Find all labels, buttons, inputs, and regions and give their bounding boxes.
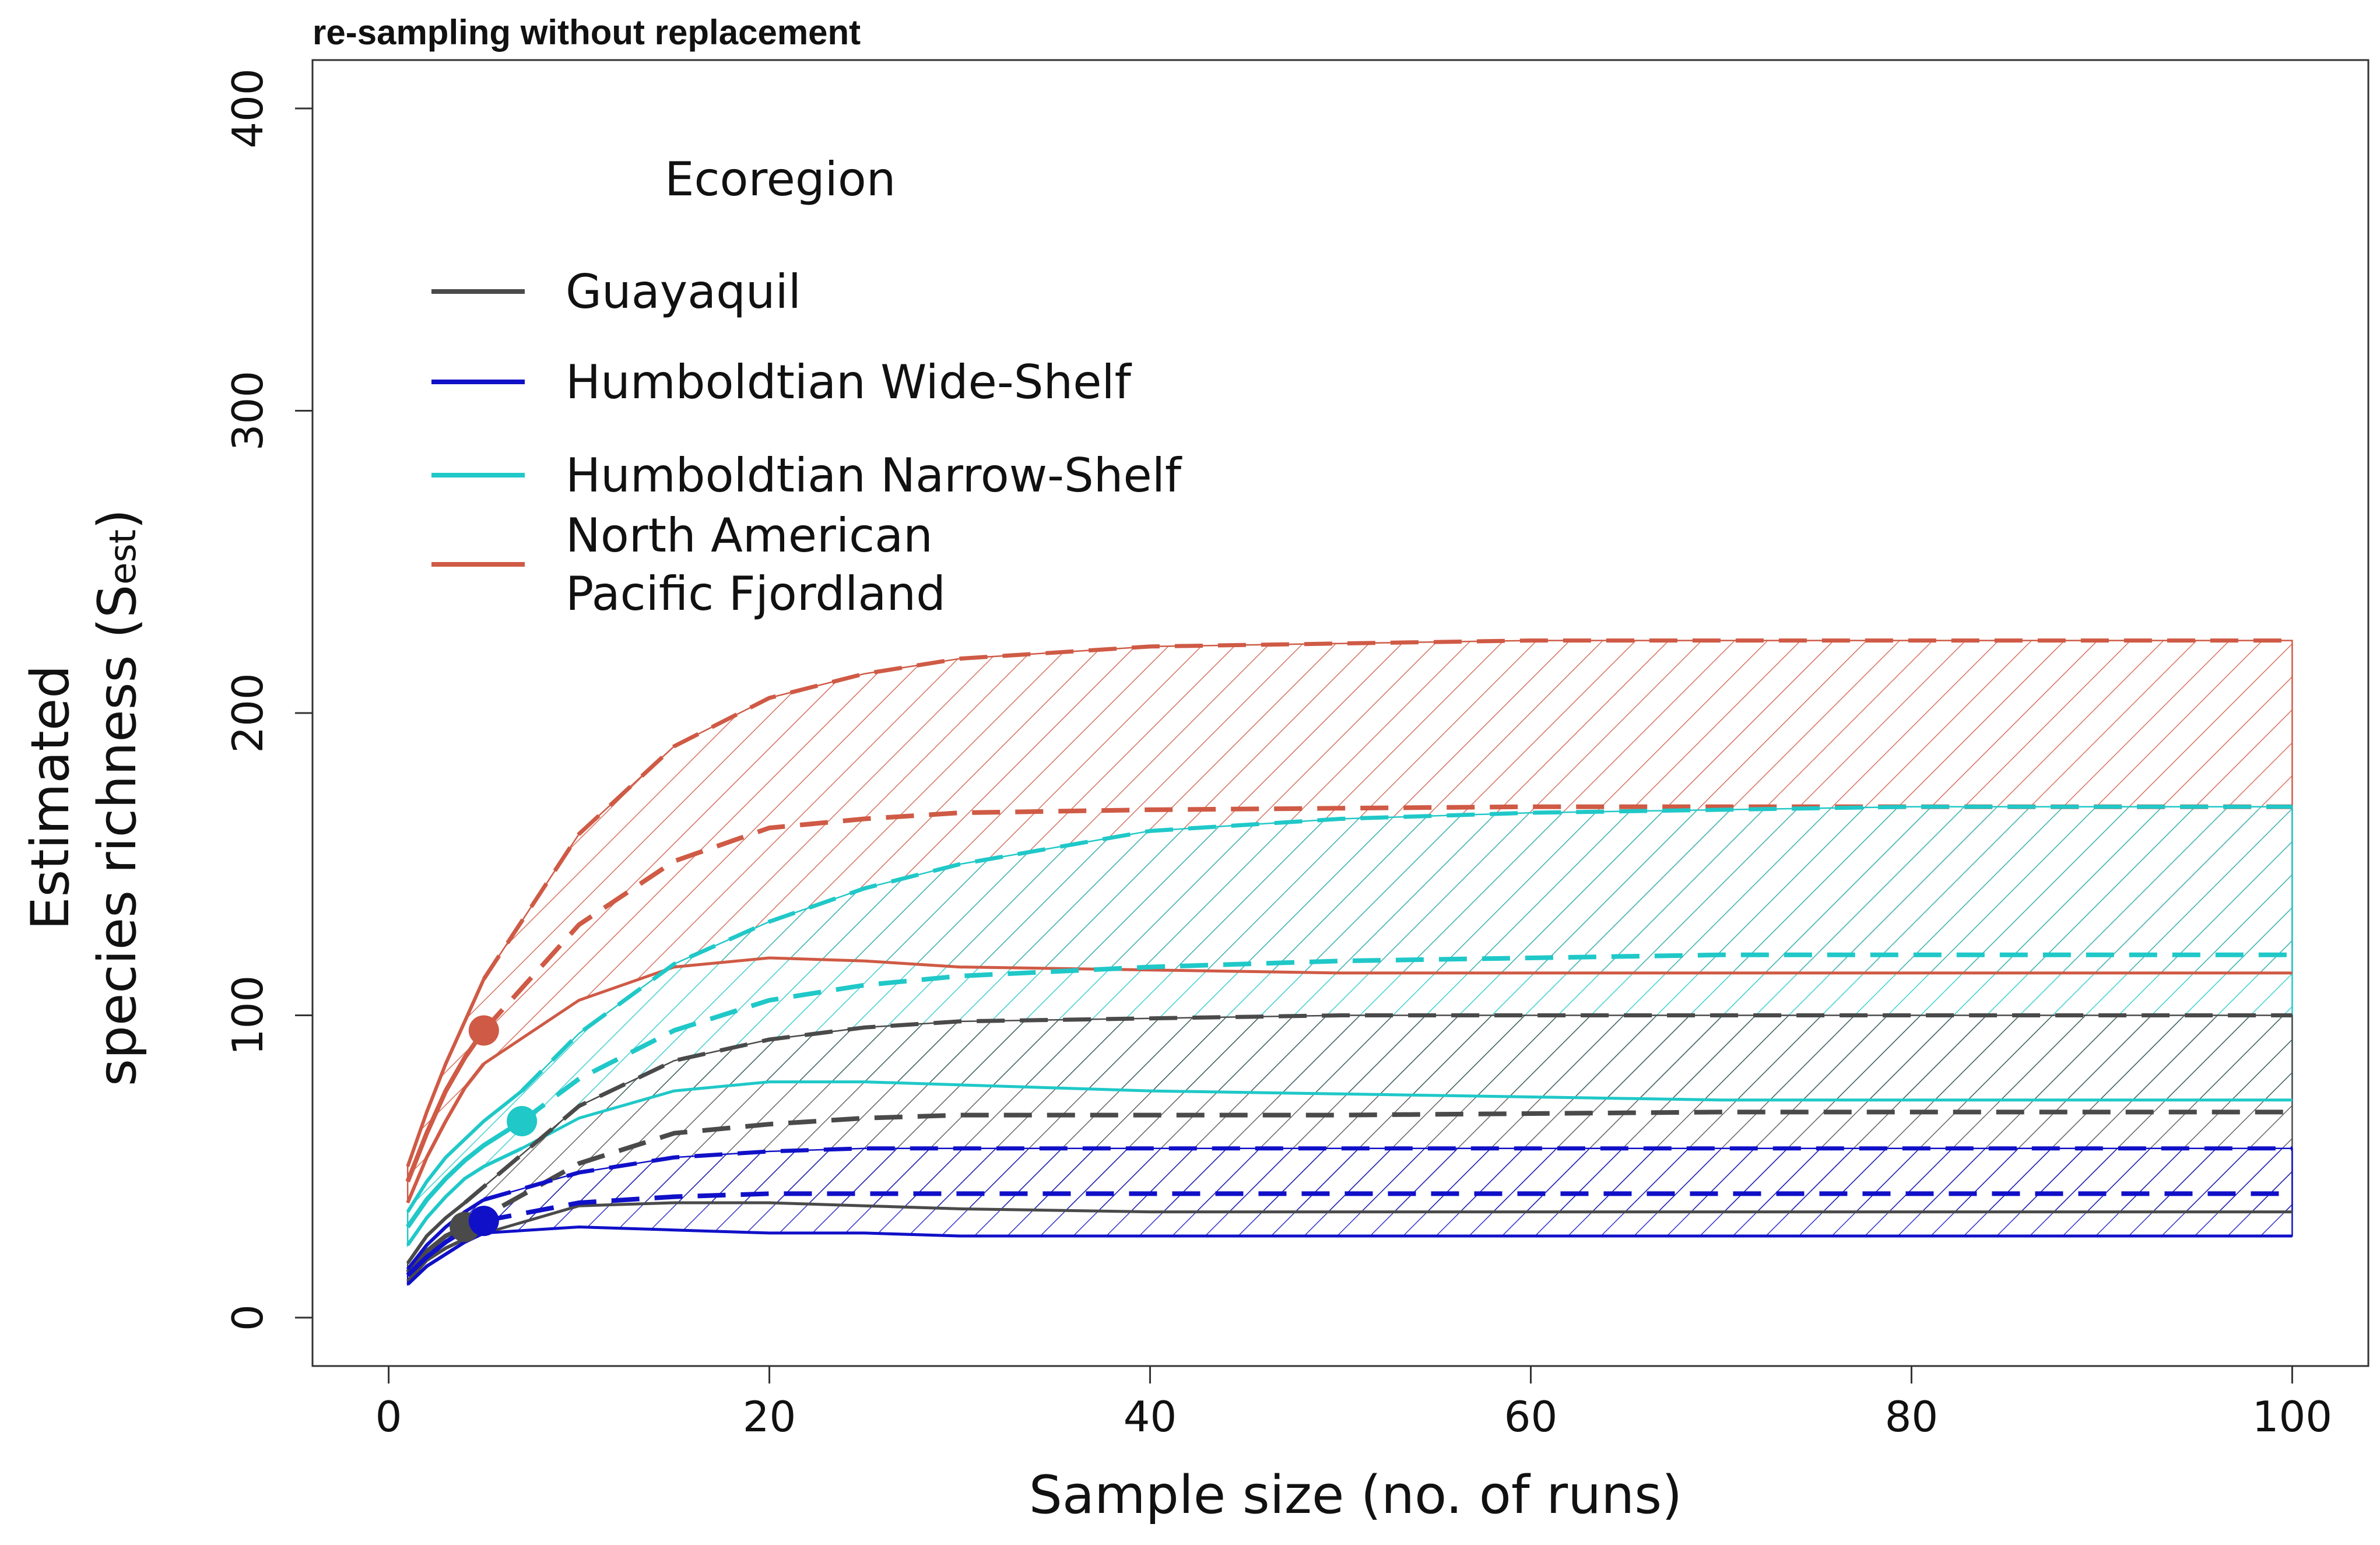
- chart-title: re-sampling without replacement: [313, 13, 861, 52]
- extrapolation-lower-humboldtian-narrow-shelf: [521, 1080, 2293, 1150]
- y-tick-label: 0: [223, 1304, 272, 1331]
- y-tick-label: 100: [223, 975, 272, 1055]
- x-axis-label: Sample size (no. of runs): [1029, 1465, 1682, 1526]
- y-tick-label: 300: [223, 371, 272, 451]
- rarefaction-upper-humboldtian-narrow-shelf: [406, 1089, 523, 1213]
- legend-item-humboldtian-wide-shelf: Humboldtian Wide-Shelf: [431, 355, 1132, 409]
- x-tick-label: 0: [375, 1392, 402, 1441]
- legend-label: Guayaquil: [566, 265, 801, 319]
- rarefaction-line-north-american-pacific-fjordland: [405, 1029, 486, 1183]
- y-axis-label-line2: species richness (Sest): [87, 509, 148, 1086]
- rarefaction-upper-north-american-pacific-fjordland: [406, 978, 486, 1167]
- legend-item-guayaquil: Guayaquil: [431, 265, 801, 319]
- x-tick-label: 80: [1885, 1392, 1939, 1441]
- x-tick-label: 20: [743, 1392, 796, 1441]
- extrapolation-upper-humboldtian-narrow-shelf: [520, 805, 2293, 1093]
- rarefaction-lower-guayaquil: [406, 1237, 466, 1283]
- extrapolation-line-humboldtian-wide-shelf: [483, 1191, 2293, 1224]
- extrapolation-lower-guayaquil: [464, 1201, 2293, 1241]
- legend-label: Humboldtian Narrow-Shelf: [566, 448, 1182, 503]
- extrapolation-line-guayaquil: [464, 1109, 2293, 1229]
- observed-point-humboldtian-narrow-shelf: [507, 1106, 538, 1136]
- extrapolation-line-humboldtian-narrow-shelf: [520, 952, 2293, 1123]
- x-tick-label: 40: [1124, 1392, 1177, 1441]
- x-tick-label: 100: [2252, 1392, 2332, 1441]
- extrapolation-lower-humboldtian-wide-shelf: [483, 1225, 2293, 1238]
- y-axis-label-subscript: est: [101, 529, 144, 585]
- x-tick-label: 60: [1504, 1392, 1558, 1441]
- legend-title: Ecoregion: [665, 152, 896, 206]
- extrapolation-lower-north-american-pacific-fjordland: [483, 956, 2293, 1065]
- legend-label: North American: [566, 508, 933, 563]
- y-tick-label: 200: [223, 673, 272, 753]
- legend-item-humboldtian-narrow-shelf: Humboldtian Narrow-Shelf: [431, 448, 1182, 503]
- rarefaction-line-humboldtian-narrow-shelf: [405, 1119, 524, 1228]
- rarefaction-lower-north-american-pacific-fjordland: [406, 1062, 486, 1204]
- y-axis: 0 100 200 300 400: [223, 68, 314, 1331]
- extrapolation-upper-humboldtian-wide-shelf: [483, 1146, 2293, 1202]
- legend-label: Humboldtian Wide-Shelf: [566, 355, 1132, 409]
- extrapolation-line-north-american-pacific-fjordland: [482, 804, 2293, 1033]
- observed-point-north-american-pacific-fjordland: [468, 1015, 499, 1046]
- extrapolation-upper-guayaquil: [463, 1013, 2293, 1205]
- legend-label: Pacific Fjordland: [566, 567, 946, 621]
- y-tick-label: 400: [223, 68, 272, 148]
- y-axis-label-main: species richness (S: [87, 585, 148, 1086]
- y-axis-label: Estimated species richness (Sest): [20, 509, 148, 1086]
- rarefaction-upper-guayaquil: [406, 1201, 466, 1265]
- series-lines: [405, 638, 2293, 1286]
- observed-point-humboldtian-wide-shelf: [468, 1206, 499, 1237]
- y-axis-label-line1: Estimated: [20, 665, 81, 930]
- extrapolation-upper-north-american-pacific-fjordland: [482, 638, 2293, 981]
- legend: Ecoregion Guayaquil Humboldtian Wide-Shelf…: [431, 152, 1182, 621]
- rarefaction-upper-humboldtian-wide-shelf: [406, 1198, 485, 1270]
- y-axis-label-close: ): [87, 509, 148, 529]
- rarefaction-lower-humboldtian-narrow-shelf: [406, 1146, 523, 1246]
- observed-points: [450, 1015, 538, 1242]
- x-axis: 0 20 40 60 80 100: [375, 1365, 2332, 1441]
